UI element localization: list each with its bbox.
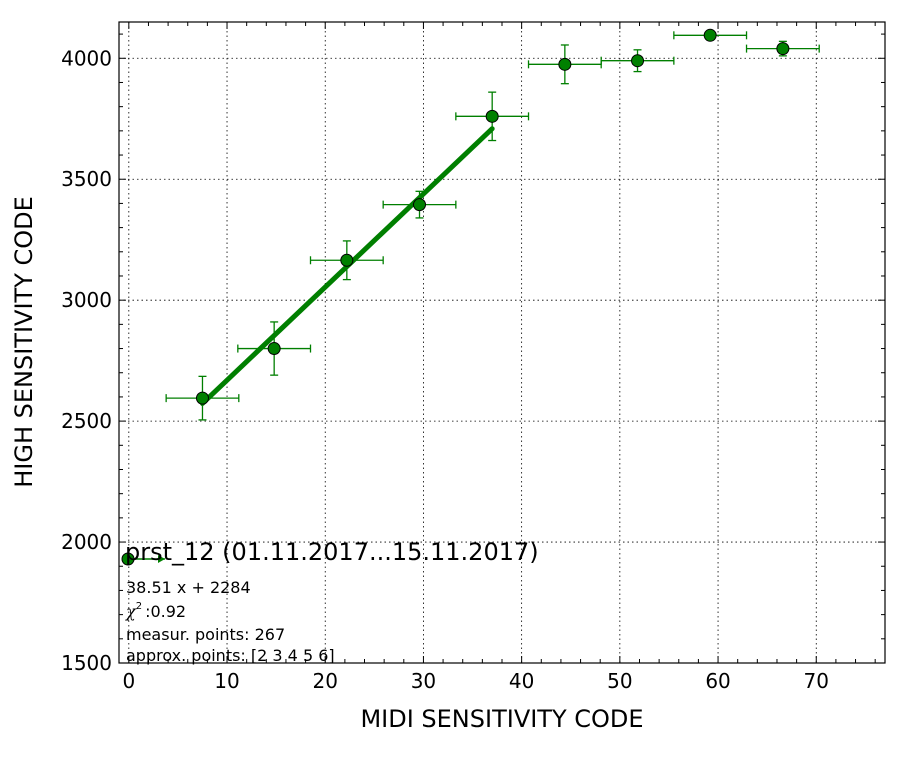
data-point [267, 342, 281, 356]
x-tick-label: 0 [122, 669, 135, 693]
data-point [776, 42, 790, 56]
y-tick-label: 4000 [61, 46, 112, 70]
legend: prst_12 (01.11.2017...15.11.2017) 38.51 … [121, 538, 539, 665]
data-point [340, 253, 354, 267]
data-point-group [745, 40, 820, 57]
y-tick-label: 3500 [61, 167, 112, 191]
x-tick-label: 30 [411, 669, 436, 693]
y-tick-label: 3000 [61, 288, 112, 312]
y-tick-label: 2000 [61, 530, 112, 554]
legend-chi2: χ2:0.92 [125, 601, 186, 621]
y-axis-title: HIGH SENSITIVITY CODE [10, 196, 38, 488]
data-point-group [673, 28, 748, 42]
y-tick-label: 1500 [61, 651, 112, 675]
x-axis-title: MIDI SENSITIVITY CODE [360, 705, 643, 733]
plot-frame [118, 21, 886, 664]
x-tick-label: 10 [214, 669, 239, 693]
x-tick-label: 50 [607, 669, 632, 693]
legend-fit-equation: 38.51 x + 2284 [126, 578, 251, 597]
chi-value: :0.92 [145, 602, 186, 621]
data-point [485, 109, 499, 123]
data-point [195, 391, 209, 405]
x-tick-label: 70 [804, 669, 829, 693]
data-point-group [165, 375, 240, 421]
chi-superscript: 2 [136, 601, 142, 612]
data-point [631, 54, 645, 68]
legend-arrow-icon [158, 555, 165, 563]
chi-symbol: χ [125, 602, 137, 621]
data-point [558, 57, 572, 71]
x-tick-label: 20 [313, 669, 338, 693]
y-tick-label: 2500 [61, 409, 112, 433]
x-tick-label: 60 [705, 669, 730, 693]
legend-approx-points: approx. points: [2 3 4 5 6] [126, 646, 335, 665]
data-point-group [600, 49, 675, 73]
legend-measur-points: measur. points: 267 [126, 625, 285, 644]
data-point-group [527, 44, 602, 85]
legend-title: prst_12 (01.11.2017...15.11.2017) [125, 538, 539, 566]
data-point-group [237, 321, 312, 376]
data-point-group [309, 240, 384, 281]
data-point-group [455, 91, 530, 142]
ticks-layer: 0 10 20 30 40 50 60 70 1500 2000 2500 3000 3500 4000 [61, 22, 885, 693]
x-tick-label: 40 [509, 669, 534, 693]
data-point [413, 198, 427, 212]
data-point-group [382, 190, 457, 219]
data-point [703, 28, 717, 42]
grid-lines [119, 22, 885, 664]
data-points-layer [165, 28, 820, 421]
